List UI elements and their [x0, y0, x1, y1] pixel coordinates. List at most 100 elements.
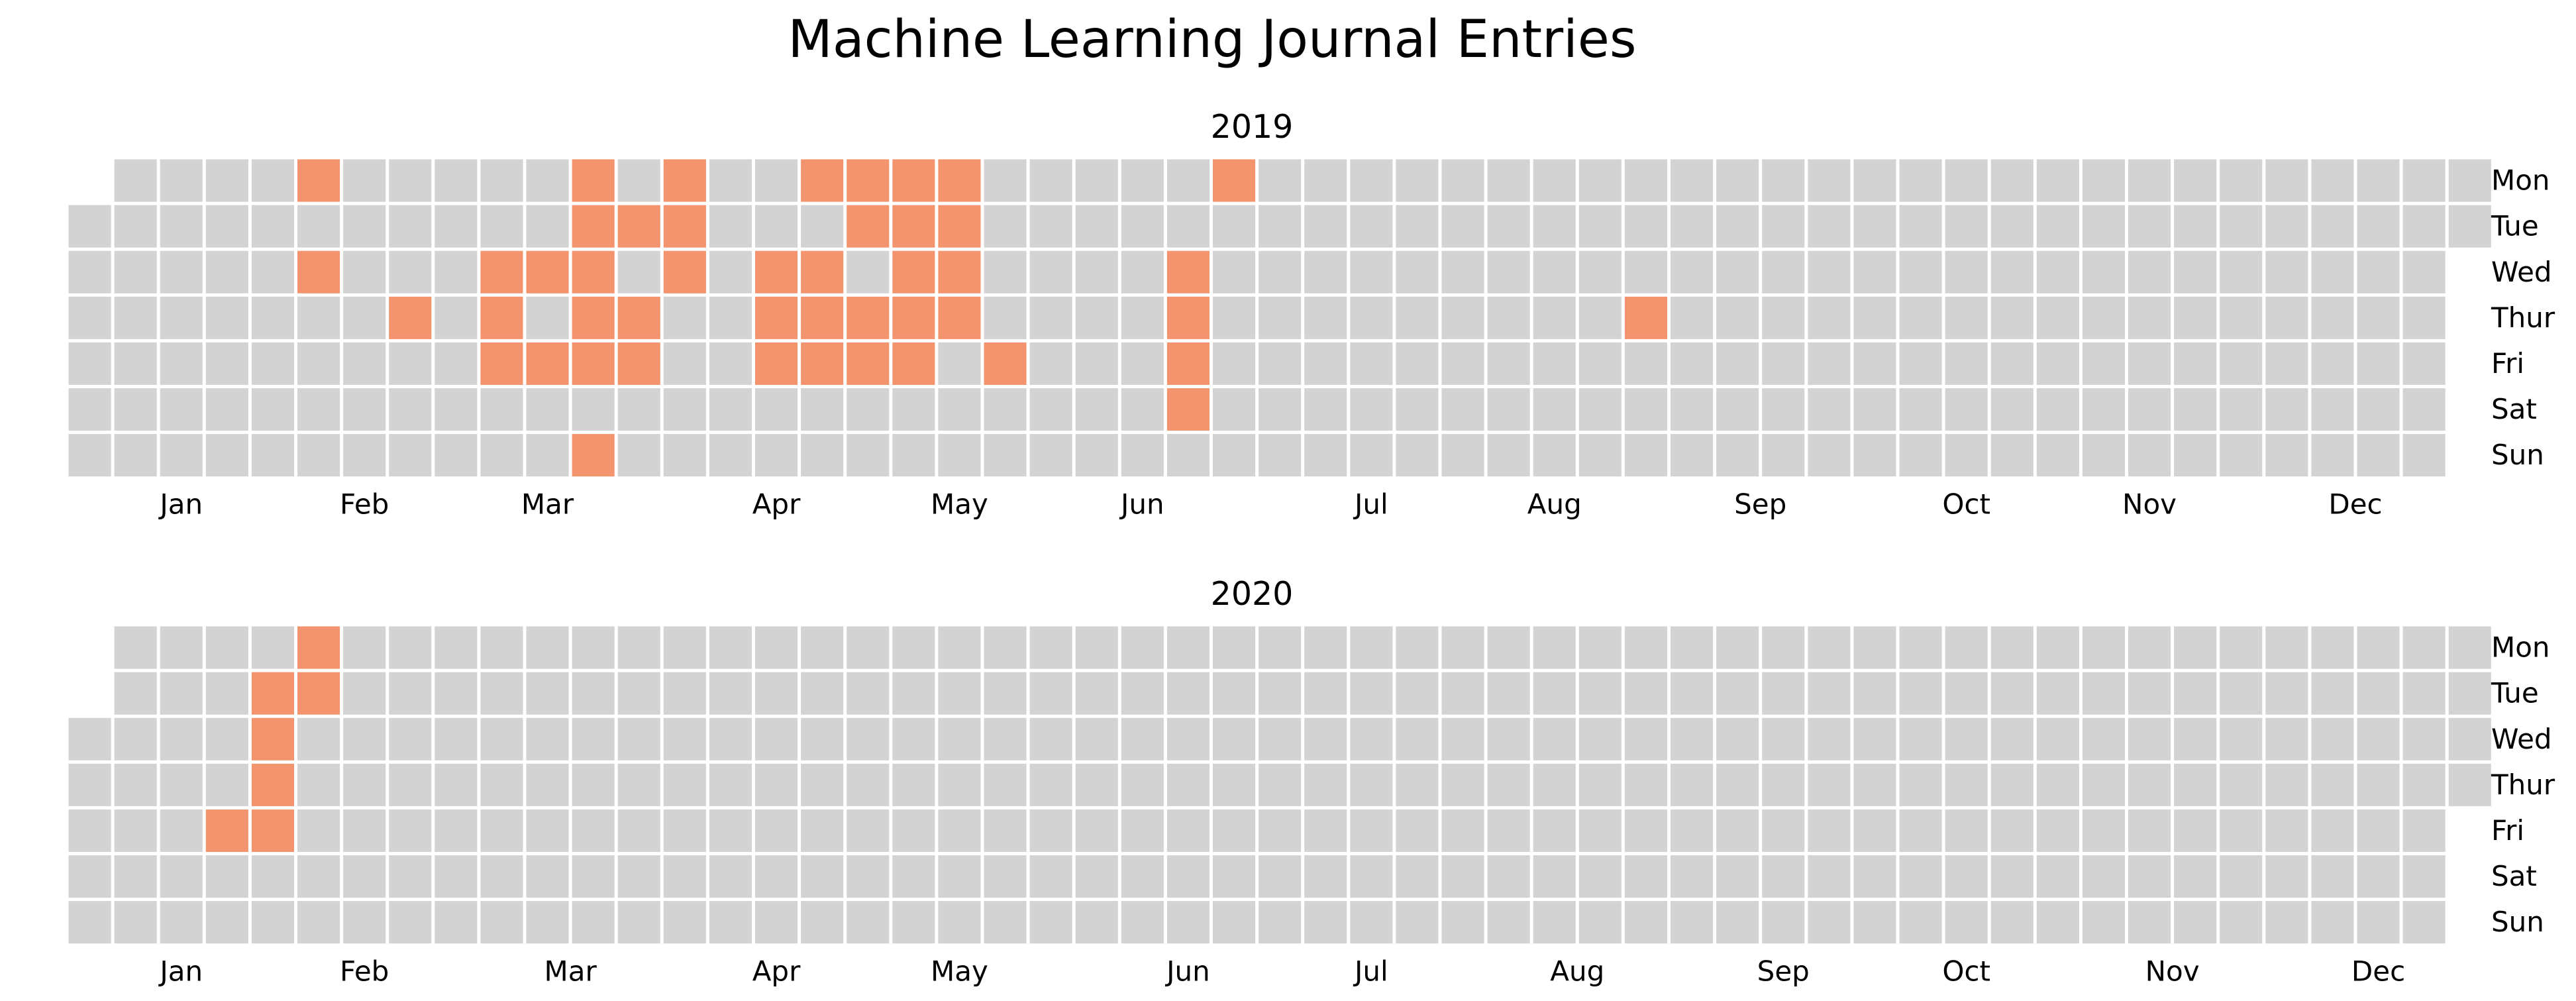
day-cell: [1029, 626, 1072, 669]
day-cell: [1121, 763, 1164, 806]
day-cell: [2082, 388, 2125, 431]
day-cell: [1396, 901, 1439, 944]
day-cell: [2082, 626, 2125, 669]
day-cell: [2128, 763, 2171, 806]
day-cell: [2036, 205, 2079, 248]
weekday-label: Mon: [2491, 631, 2550, 664]
day-cell: [389, 717, 432, 761]
day-cell: [892, 763, 935, 806]
day-cell: [205, 250, 248, 293]
day-cell: [1671, 342, 1714, 385]
day-cell: [1671, 626, 1714, 669]
day-cell: [2402, 342, 2446, 385]
day-cell: [1259, 205, 1302, 248]
day-cell: [1396, 717, 1439, 761]
day-cell: [1121, 809, 1164, 852]
day-cell: [1441, 672, 1484, 715]
day-cell: [1304, 901, 1347, 944]
day-cell: [755, 388, 798, 431]
entry-day-cell: [1166, 388, 1210, 431]
month-label: Feb: [340, 488, 389, 521]
day-cell: [114, 717, 157, 761]
day-cell: [1259, 434, 1302, 477]
day-cell: [1259, 809, 1302, 852]
day-cell: [1075, 296, 1118, 339]
day-cell: [297, 342, 340, 385]
day-cell: [1716, 717, 1759, 761]
day-cell: [1121, 626, 1164, 669]
day-cell: [343, 855, 386, 898]
day-cell: [938, 855, 981, 898]
day-cell: [1945, 250, 1988, 293]
day-cell: [1945, 388, 1988, 431]
day-cell: [1990, 717, 2034, 761]
panel-title-2019: 2019: [1211, 108, 1294, 146]
day-cell: [1304, 763, 1347, 806]
day-cell: [435, 626, 478, 669]
day-cell: [572, 763, 615, 806]
day-cell: [1441, 342, 1484, 385]
day-cell: [1808, 855, 1851, 898]
day-cell: [1029, 809, 1072, 852]
entry-day-cell: [617, 296, 660, 339]
day-cell: [801, 626, 844, 669]
day-cell: [663, 388, 706, 431]
day-cell: [480, 763, 523, 806]
day-cell: [2265, 717, 2308, 761]
day-cell: [114, 296, 157, 339]
day-cell: [1762, 342, 1805, 385]
day-cell: [1441, 434, 1484, 477]
day-cell: [755, 763, 798, 806]
day-cell: [2082, 250, 2125, 293]
day-cell: [617, 250, 660, 293]
day-cell: [1624, 434, 1667, 477]
day-cell: [984, 388, 1027, 431]
day-cell: [2357, 250, 2400, 293]
day-cell: [2174, 250, 2217, 293]
day-cell: [1945, 159, 1988, 202]
entry-day-cell: [663, 205, 706, 248]
day-cell: [2174, 855, 2217, 898]
day-cell: [1762, 250, 1805, 293]
day-cell: [297, 717, 340, 761]
day-cell: [1578, 434, 1622, 477]
day-cell: [2128, 205, 2171, 248]
entry-day-cell: [938, 205, 981, 248]
day-cell: [2220, 626, 2263, 669]
day-cell: [1259, 626, 1302, 669]
day-cell: [1259, 388, 1302, 431]
day-cell: [2174, 388, 2217, 431]
day-cell: [343, 717, 386, 761]
day-cell: [1578, 205, 1622, 248]
day-cell: [160, 250, 203, 293]
day-cell: [435, 672, 478, 715]
day-cell: [1624, 626, 1667, 669]
day-cell: [1716, 672, 1759, 715]
month-label: Mar: [544, 955, 597, 988]
entry-day-cell: [663, 250, 706, 293]
day-cell: [1716, 296, 1759, 339]
day-cell: [1853, 717, 1896, 761]
day-cell: [1075, 388, 1118, 431]
day-cell: [480, 809, 523, 852]
day-cell: [1396, 434, 1439, 477]
day-cell: [1441, 901, 1484, 944]
day-cell: [2128, 250, 2171, 293]
month-label: Oct: [1942, 488, 1990, 521]
day-cell: [1304, 434, 1347, 477]
day-cell: [2357, 763, 2400, 806]
day-cell: [160, 159, 203, 202]
day-cell: [1899, 205, 1942, 248]
day-cell: [1121, 672, 1164, 715]
day-cell: [938, 901, 981, 944]
day-cell: [1945, 626, 1988, 669]
day-cell: [251, 901, 294, 944]
weekday-label: Mon: [2491, 164, 2550, 197]
day-cell: [1213, 296, 1256, 339]
day-cell: [480, 159, 523, 202]
day-cell: [2220, 809, 2263, 852]
day-cell: [2357, 159, 2400, 202]
day-cell: [2082, 342, 2125, 385]
month-label: Jun: [1119, 488, 1164, 521]
day-cell: [1304, 205, 1347, 248]
